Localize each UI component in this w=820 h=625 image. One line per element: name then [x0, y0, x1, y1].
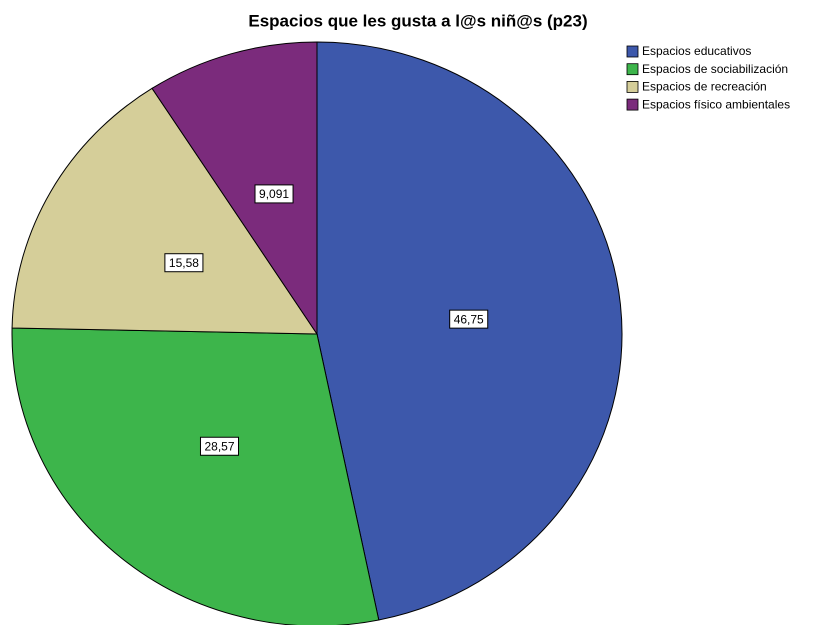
legend-label: Espacios físico ambientales	[642, 97, 790, 111]
legend-label: Espacios de recreación	[642, 80, 767, 94]
value-label-box	[254, 184, 294, 204]
value-label-box	[164, 253, 204, 273]
pie-slice	[11, 87, 318, 335]
value-label-box	[199, 436, 240, 456]
legend-swatch	[626, 45, 639, 58]
value-label: 28,57	[204, 439, 234, 453]
chart-title: Espacios que les gusta a l@s niñ@s (p23)	[248, 11, 587, 30]
pie-slice	[151, 41, 318, 336]
pie-slice	[316, 41, 623, 621]
value-label: 46,75	[454, 312, 484, 326]
pie-slice	[11, 327, 380, 625]
legend-swatch	[626, 81, 639, 93]
value-label-box	[449, 309, 489, 329]
legend-label: Espacios de sociabilización	[642, 62, 788, 76]
legend-swatch	[626, 63, 639, 76]
legend-swatch	[626, 98, 639, 111]
legend-label: Espacios educativos	[642, 44, 751, 58]
value-label: 9,091	[259, 187, 289, 201]
value-label: 15,58	[169, 256, 199, 270]
